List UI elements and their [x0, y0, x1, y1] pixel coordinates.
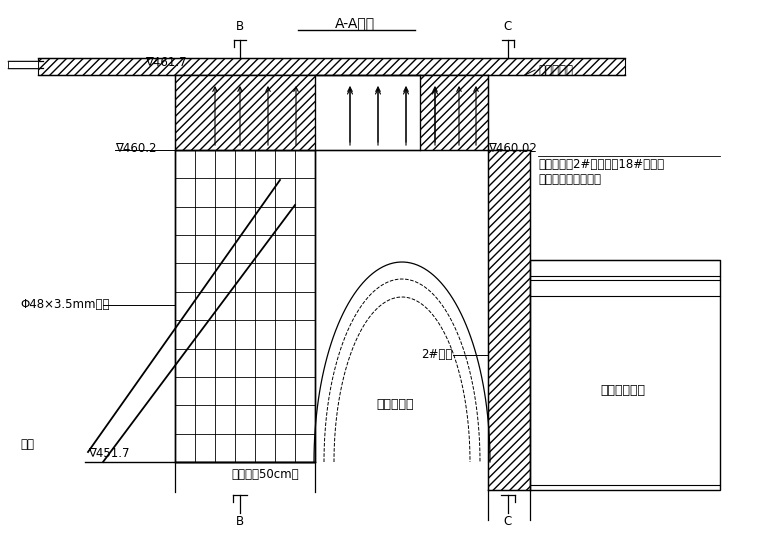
Text: A-A剖面: A-A剖面 — [335, 16, 375, 30]
Text: 预埋在主厘2#边墙内的18#工字钉: 预埋在主厘2#边墙内的18#工字钉 — [538, 158, 664, 171]
Text: 进场交通洞: 进场交通洞 — [376, 398, 413, 411]
Text: 尾水施工支洞: 尾水施工支洞 — [600, 384, 645, 396]
Text: 与边墙钉筋牛固焊接: 与边墙钉筋牛固焊接 — [538, 173, 601, 186]
Text: ∇461.7: ∇461.7 — [145, 56, 187, 68]
Bar — [175, 150, 315, 462]
Bar — [38, 58, 625, 75]
Text: B: B — [236, 515, 244, 528]
Bar — [175, 75, 315, 150]
Text: ∇460.02: ∇460.02 — [488, 142, 537, 154]
Text: B: B — [236, 20, 244, 33]
Text: Φ48×3.5mm钉管: Φ48×3.5mm钉管 — [20, 299, 109, 311]
Text: ∇451.7: ∇451.7 — [88, 447, 129, 460]
Bar — [315, 75, 420, 150]
Text: 垫脚（厕50cm）: 垫脚（厕50cm） — [231, 468, 299, 481]
Bar — [530, 260, 720, 490]
Bar — [8, 61, 38, 68]
Bar — [420, 75, 488, 150]
Text: 钉管架支撑: 钉管架支撑 — [538, 63, 573, 77]
Text: ∇460.2: ∇460.2 — [115, 142, 157, 154]
Text: 抛撑: 抛撑 — [20, 438, 34, 452]
Bar — [175, 150, 315, 462]
Bar — [488, 150, 530, 490]
Text: C: C — [504, 20, 512, 33]
Text: 2#边墙: 2#边墙 — [420, 349, 452, 361]
Text: C: C — [504, 515, 512, 528]
